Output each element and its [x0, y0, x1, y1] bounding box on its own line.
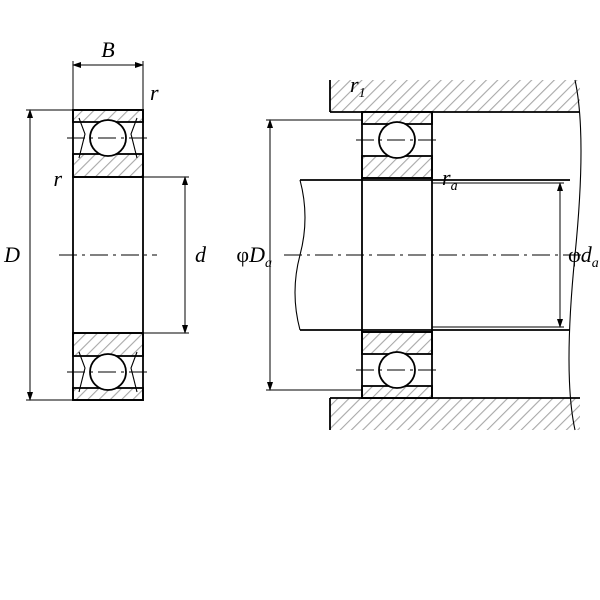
- label-Da: φDa: [236, 242, 272, 271]
- label-da: φda: [568, 242, 599, 271]
- label-ra: ra: [442, 165, 458, 194]
- inner-ring-bot: [73, 333, 143, 356]
- label-B: B: [101, 37, 114, 62]
- label-D: D: [3, 242, 20, 267]
- label-r-corner: r: [150, 80, 159, 105]
- label-r1: r1: [350, 72, 366, 101]
- bearing-diagram: Dd Br r φDa φda r1 ra: [0, 0, 600, 600]
- label-r-left: r: [53, 166, 62, 191]
- housing-top: [330, 80, 580, 112]
- label-d: d: [195, 242, 207, 267]
- housing-bot: [330, 398, 580, 430]
- inner-ring-top: [73, 154, 143, 177]
